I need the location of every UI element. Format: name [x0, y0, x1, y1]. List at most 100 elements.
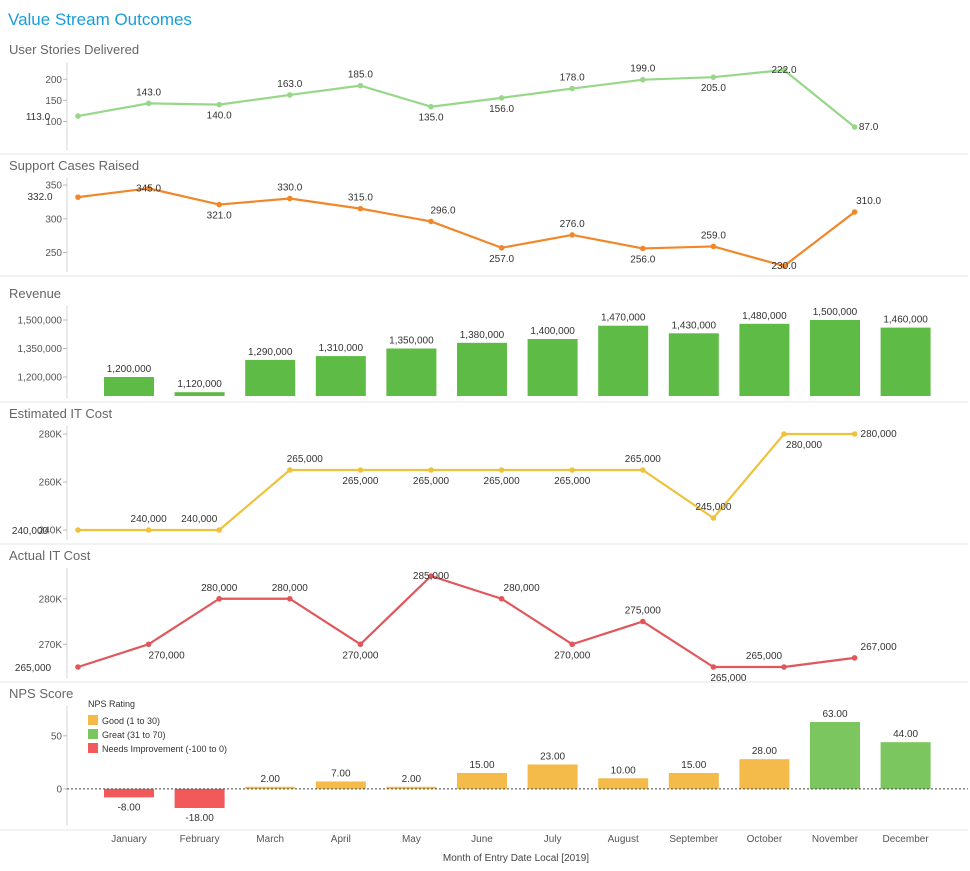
- data-point: [216, 201, 222, 208]
- data-point: [357, 82, 364, 89]
- data-point: [569, 85, 575, 92]
- y-tick-label: 280K: [39, 430, 63, 441]
- data-label: 28.00: [752, 746, 777, 757]
- revenue-bar: [810, 320, 860, 396]
- nps-bar: [598, 778, 649, 789]
- data-label: 1,470,000: [601, 313, 646, 324]
- data-label: 15.00: [469, 760, 494, 771]
- data-point: [216, 527, 222, 533]
- data-label: 276.0: [560, 219, 585, 230]
- data-label: 280,000: [861, 429, 898, 440]
- data-point: [145, 100, 152, 107]
- nps-bar: [104, 788, 154, 798]
- data-point: [428, 103, 434, 110]
- data-point: [75, 664, 81, 670]
- data-label: 143.0: [136, 87, 161, 98]
- y-tick-label: 240K: [39, 526, 63, 537]
- nps-bar: [245, 786, 296, 789]
- data-label: 280,000: [786, 440, 823, 451]
- panel-title-revenue: Revenue: [9, 286, 62, 301]
- revenue-bar: [457, 342, 507, 396]
- data-label: 280,000: [272, 583, 309, 594]
- data-label: 296.0: [430, 205, 455, 216]
- y-tick-label: 100: [45, 117, 62, 128]
- nps-bar: [315, 781, 366, 789]
- data-point: [640, 467, 646, 473]
- nps-bar: [527, 764, 578, 789]
- data-label: 156.0: [489, 104, 514, 115]
- data-label: 265,000: [554, 476, 591, 487]
- data-label: 1,400,000: [530, 326, 575, 337]
- x-tick-label: May: [402, 834, 421, 845]
- data-label: 1,290,000: [248, 347, 293, 358]
- legend-label: Good (1 to 30): [102, 716, 160, 726]
- x-tick-label: February: [180, 834, 220, 845]
- legend-swatch: [88, 715, 98, 725]
- x-tick-label: April: [331, 834, 351, 845]
- data-label: 265,000: [484, 476, 521, 487]
- data-label: 321.0: [207, 211, 232, 222]
- revenue-bar: [527, 339, 578, 396]
- revenue-bar: [104, 377, 154, 396]
- data-point: [428, 573, 434, 579]
- panel-title-user-stories: User Stories Delivered: [9, 42, 140, 57]
- data-point: [428, 218, 434, 225]
- nps-bar: [457, 772, 507, 789]
- data-label: 245,000: [695, 502, 732, 513]
- data-label: 240,000: [131, 514, 168, 525]
- data-label: 1,200,000: [107, 364, 152, 375]
- data-label: 1,310,000: [319, 343, 364, 354]
- data-point: [781, 67, 787, 73]
- revenue-bar: [880, 327, 931, 396]
- data-point: [710, 243, 717, 250]
- data-point: [75, 113, 81, 119]
- data-point: [498, 595, 505, 602]
- data-label: 280,000: [201, 583, 238, 594]
- data-label: 265,000: [342, 476, 379, 487]
- data-point: [851, 209, 858, 215]
- data-label: 140.0: [207, 111, 232, 122]
- revenue-bar: [174, 392, 225, 396]
- data-label: 1,480,000: [742, 311, 787, 322]
- data-label: 275,000: [625, 606, 662, 617]
- data-point: [498, 467, 505, 473]
- nps-bar: [880, 742, 931, 789]
- data-label: 230.0: [771, 261, 796, 272]
- data-point: [428, 467, 434, 473]
- y-tick-label: 50: [51, 731, 63, 742]
- data-label: 1,500,000: [813, 307, 858, 318]
- data-label: 285,000: [413, 571, 450, 582]
- data-label: 135.0: [418, 113, 443, 124]
- x-tick-label: July: [544, 834, 562, 845]
- data-label: 205.0: [701, 83, 726, 94]
- y-tick-label: 0: [56, 784, 62, 795]
- data-label: 63.00: [822, 709, 847, 720]
- data-point: [357, 467, 364, 473]
- data-point: [357, 205, 364, 212]
- legend-swatch: [88, 743, 98, 753]
- data-label: 44.00: [893, 729, 918, 740]
- data-label: 265,000: [746, 651, 783, 662]
- x-tick-label: December: [883, 834, 930, 845]
- series-line-est_cost: [78, 432, 855, 532]
- data-label: 10.00: [611, 765, 636, 776]
- y-tick-label: 270K: [39, 640, 63, 651]
- x-tick-label: November: [812, 834, 859, 845]
- data-point: [287, 595, 293, 602]
- data-label: 1,350,000: [389, 336, 434, 347]
- data-label: 1,460,000: [883, 315, 928, 326]
- dashboard-title: Value Stream Outcomes: [8, 10, 192, 29]
- data-label: 199.0: [630, 64, 655, 75]
- x-tick-label: March: [256, 834, 284, 845]
- series-line-act_cost: [77, 574, 855, 669]
- x-tick-label: January: [111, 834, 147, 845]
- data-label: 87.0: [859, 122, 879, 133]
- x-axis-title: Month of Entry Date Local [2019]: [443, 853, 589, 864]
- data-label: 267,000: [861, 642, 898, 653]
- data-label: 240,000: [181, 514, 218, 525]
- data-label: 332.0: [27, 192, 52, 203]
- revenue-bar: [668, 333, 719, 396]
- data-point: [851, 431, 858, 437]
- data-point: [710, 664, 717, 670]
